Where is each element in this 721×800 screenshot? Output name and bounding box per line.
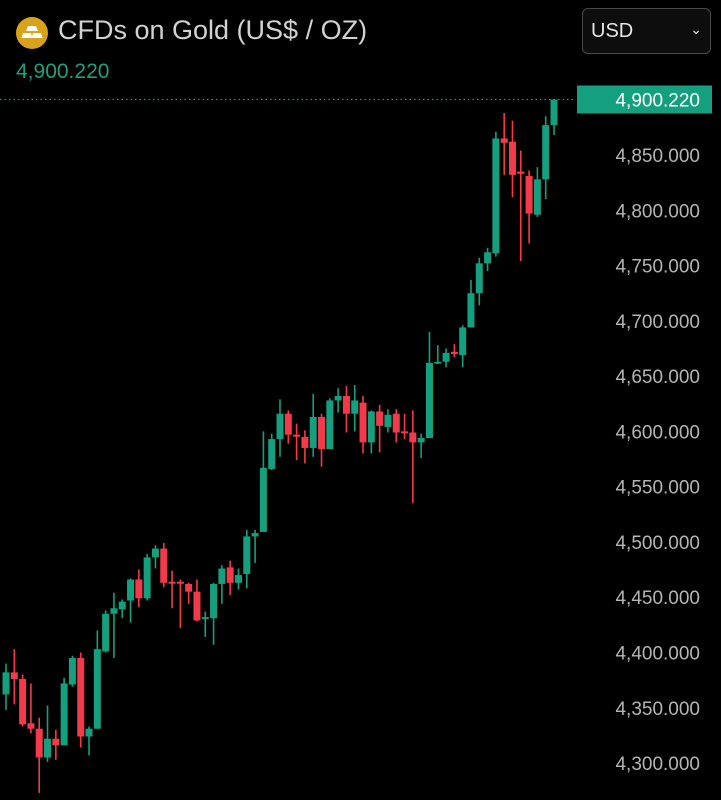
y-tick-label: 4,700.000 — [615, 312, 700, 333]
candle-up — [467, 293, 475, 328]
candle-up — [110, 608, 118, 614]
instrument-title: CFDs on Gold (US$ / OZ) — [58, 15, 368, 45]
candle-up — [251, 533, 259, 537]
candle-up — [326, 400, 334, 450]
candle-down — [77, 658, 85, 737]
candle-down — [27, 723, 35, 729]
candle-down — [176, 581, 184, 584]
candle-up — [201, 617, 209, 620]
candle-up — [533, 179, 541, 215]
candle-down — [376, 411, 384, 426]
candle-up — [68, 658, 76, 685]
candle-up — [210, 583, 218, 619]
candle-down — [450, 351, 458, 354]
candle-up — [218, 568, 226, 584]
candle-down — [52, 738, 60, 746]
candle-up — [143, 557, 151, 599]
y-tick-label: 4,650.000 — [615, 367, 700, 388]
y-tick-label: 4,550.000 — [615, 478, 700, 499]
candle-up — [442, 352, 450, 362]
candle-up — [384, 414, 392, 427]
y-tick-label: 4,800.000 — [615, 201, 700, 222]
candle-up — [367, 411, 375, 443]
candle-up — [259, 467, 267, 532]
y-tick-label: 4,750.000 — [615, 257, 700, 278]
current-price-badge-label: 4,900.220 — [615, 90, 700, 111]
candle-up — [492, 138, 500, 254]
candle-up — [127, 579, 135, 601]
candle-up — [85, 728, 93, 737]
candle-up — [459, 327, 467, 356]
candle-up — [434, 361, 442, 364]
candle-down — [185, 583, 193, 592]
candle-down — [500, 138, 508, 143]
candle-up — [44, 738, 52, 758]
candle-up — [2, 672, 10, 695]
y-tick-label: 4,600.000 — [615, 422, 700, 443]
candle-down — [10, 672, 18, 680]
currency-select-value: USD — [591, 20, 634, 42]
candle-up — [542, 125, 550, 180]
candle-down — [517, 171, 525, 174]
y-tick-label: 4,350.000 — [615, 699, 700, 720]
candle-down — [392, 413, 400, 433]
candle-down — [284, 413, 292, 435]
candle-up — [417, 438, 425, 443]
candle-down — [35, 728, 43, 758]
y-tick-label: 4,500.000 — [615, 533, 700, 554]
chevron-down-icon: ⌄ — [690, 21, 702, 37]
candle-down — [168, 581, 176, 584]
candle-up — [351, 400, 359, 414]
candle-up — [118, 601, 126, 610]
y-tick-label: 4,450.000 — [615, 588, 700, 609]
candle-up — [268, 439, 276, 469]
candle-up — [93, 649, 101, 729]
candle-down — [409, 432, 417, 443]
candle-down — [160, 548, 168, 583]
candle-up — [309, 417, 317, 448]
candle-down — [342, 395, 350, 414]
candle-down — [293, 434, 301, 437]
gold-bars-glyph — [21, 26, 43, 38]
candle-up — [475, 263, 483, 294]
candle-up — [102, 613, 110, 652]
candle-down — [19, 679, 27, 725]
candle-down — [193, 591, 201, 621]
current-price-badge — [577, 85, 712, 114]
candle-up — [234, 575, 242, 583]
candle-up — [425, 362, 433, 439]
candle-down — [359, 402, 367, 443]
y-tick-label: 4,300.000 — [615, 754, 700, 775]
currency-select[interactable]: USD ⌄ — [582, 8, 711, 54]
candle-up — [243, 536, 251, 574]
candle-up — [334, 395, 342, 401]
candle-down — [135, 579, 143, 599]
y-tick-label: 4,400.000 — [615, 643, 700, 664]
candle-down — [401, 431, 409, 434]
candle-up — [550, 99, 558, 126]
candle-down — [508, 141, 516, 175]
y-tick-label: 4,850.000 — [615, 146, 700, 167]
gold-bars-icon — [16, 17, 48, 49]
candle-down — [525, 176, 533, 214]
candle-up — [276, 413, 284, 440]
candle-down — [301, 436, 309, 448]
last-price: 4,900.220 — [16, 60, 110, 83]
candle-up — [60, 683, 68, 746]
candle-down — [226, 567, 234, 583]
candle-up — [484, 252, 492, 264]
candle-up — [151, 548, 159, 558]
candle-down — [318, 417, 326, 450]
